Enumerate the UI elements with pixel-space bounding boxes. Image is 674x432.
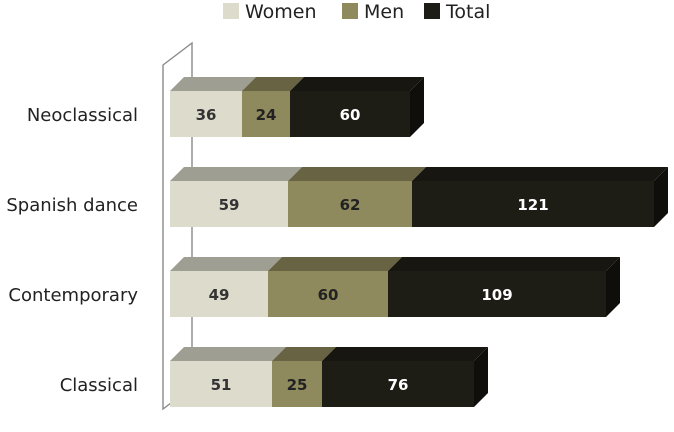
legend-swatch bbox=[342, 3, 358, 19]
bar-segment-total: 76 bbox=[322, 347, 488, 407]
legend-label: Men bbox=[364, 1, 404, 23]
data-label: 59 bbox=[219, 196, 240, 214]
legend-item-men: Men bbox=[342, 1, 404, 23]
legend-swatch bbox=[424, 3, 440, 19]
bar-front-face bbox=[412, 181, 654, 227]
category-labels: Neoclassical Spanish dance Contemporary Cla… bbox=[6, 105, 138, 396]
data-label: 62 bbox=[340, 196, 361, 214]
bar-front-face bbox=[272, 361, 322, 407]
bar-row-neoclassical: 36 24 60 bbox=[170, 77, 424, 137]
bar-front-face bbox=[170, 181, 288, 227]
bar-front-face bbox=[288, 181, 412, 227]
bar-top-face bbox=[272, 347, 336, 361]
legend-label: Total bbox=[445, 1, 490, 23]
bar-segment-women: 36 bbox=[170, 77, 256, 137]
bar-segment-men: 25 bbox=[272, 347, 336, 407]
bar-top-face bbox=[412, 167, 668, 181]
bar-row-classical: 51 25 76 bbox=[170, 347, 488, 407]
bar-row-contemporary: 49 60 109 bbox=[170, 257, 620, 317]
bars-layer: 36 24 60 59 62 121 49 60 109 51 25 76 bbox=[170, 77, 668, 407]
data-label: 25 bbox=[287, 376, 308, 394]
legend-item-women: Women bbox=[223, 1, 317, 23]
bar-top-face bbox=[170, 257, 282, 271]
bar-segment-total: 109 bbox=[388, 257, 620, 317]
data-label: 60 bbox=[340, 106, 361, 124]
bar-front-face bbox=[322, 361, 474, 407]
legend: Women Men Total bbox=[223, 1, 490, 23]
bar-top-face bbox=[288, 167, 426, 181]
bar-side-face bbox=[606, 257, 620, 317]
bar-front-face bbox=[290, 91, 410, 137]
bar-front-face bbox=[170, 91, 242, 137]
bar-front-face bbox=[170, 271, 268, 317]
bar-top-face bbox=[170, 347, 286, 361]
bar-top-face bbox=[170, 167, 302, 181]
data-label: 76 bbox=[388, 376, 409, 394]
bar-side-face bbox=[474, 347, 488, 407]
data-label: 121 bbox=[517, 196, 548, 214]
bar-top-face bbox=[290, 77, 424, 91]
bar-top-face bbox=[388, 257, 620, 271]
category-label: Classical bbox=[60, 375, 138, 396]
bar-segment-total: 60 bbox=[290, 77, 424, 137]
bar-top-face bbox=[268, 257, 402, 271]
bar-top-face bbox=[242, 77, 304, 91]
bar-side-face bbox=[410, 77, 424, 137]
bar-front-face bbox=[242, 91, 290, 137]
bar-front-face bbox=[388, 271, 606, 317]
bar-top-face bbox=[322, 347, 488, 361]
bar-segment-total: 121 bbox=[412, 167, 668, 227]
data-label: 24 bbox=[256, 106, 277, 124]
bar-side-face bbox=[654, 167, 668, 227]
legend-swatch bbox=[223, 3, 239, 19]
bar-row-spanish-dance: 59 62 121 bbox=[170, 167, 668, 227]
bar-front-face bbox=[170, 361, 272, 407]
data-label: 51 bbox=[211, 376, 232, 394]
data-label: 109 bbox=[481, 286, 512, 304]
bar-top-face bbox=[170, 77, 256, 91]
data-label: 60 bbox=[318, 286, 339, 304]
bar-segment-women: 51 bbox=[170, 347, 286, 407]
legend-label: Women bbox=[245, 1, 317, 23]
data-label: 49 bbox=[209, 286, 230, 304]
bar-segment-men: 62 bbox=[288, 167, 426, 227]
data-label: 36 bbox=[196, 106, 217, 124]
bar-segment-men: 24 bbox=[242, 77, 304, 137]
category-label: Spanish dance bbox=[6, 195, 138, 216]
category-label: Neoclassical bbox=[27, 105, 138, 126]
bar-segment-women: 59 bbox=[170, 167, 302, 227]
bar-segment-men: 60 bbox=[268, 257, 402, 317]
bar-segment-women: 49 bbox=[170, 257, 282, 317]
legend-item-total: Total bbox=[424, 1, 490, 23]
category-label: Contemporary bbox=[8, 285, 138, 306]
bar-front-face bbox=[268, 271, 388, 317]
